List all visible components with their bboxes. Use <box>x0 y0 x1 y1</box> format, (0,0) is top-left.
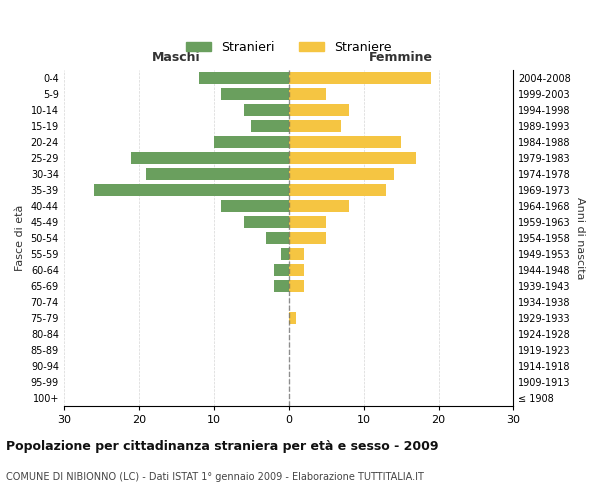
Bar <box>289 152 416 164</box>
Bar <box>289 184 386 196</box>
Bar <box>221 200 289 211</box>
Y-axis label: Anni di nascita: Anni di nascita <box>575 196 585 279</box>
Bar <box>199 72 289 84</box>
Bar <box>289 280 304 291</box>
Bar <box>289 248 304 260</box>
Bar <box>289 168 394 179</box>
Bar <box>289 312 296 324</box>
Bar <box>281 248 289 260</box>
Y-axis label: Fasce di età: Fasce di età <box>15 205 25 271</box>
Text: Femmine: Femmine <box>369 50 433 64</box>
Bar <box>274 264 289 276</box>
Bar <box>131 152 289 164</box>
Bar <box>289 120 341 132</box>
Text: Maschi: Maschi <box>152 50 200 64</box>
Bar <box>289 264 304 276</box>
Bar <box>289 104 349 116</box>
Bar <box>266 232 289 243</box>
Bar <box>289 232 326 243</box>
Bar <box>221 88 289 100</box>
Bar <box>251 120 289 132</box>
Bar <box>214 136 289 147</box>
Bar <box>289 200 349 211</box>
Text: COMUNE DI NIBIONNO (LC) - Dati ISTAT 1° gennaio 2009 - Elaborazione TUTTITALIA.I: COMUNE DI NIBIONNO (LC) - Dati ISTAT 1° … <box>6 472 424 482</box>
Text: Popolazione per cittadinanza straniera per età e sesso - 2009: Popolazione per cittadinanza straniera p… <box>6 440 439 453</box>
Bar <box>244 104 289 116</box>
Bar <box>146 168 289 179</box>
Bar <box>289 136 401 147</box>
Bar <box>289 216 326 228</box>
Bar <box>94 184 289 196</box>
Bar <box>244 216 289 228</box>
Bar <box>274 280 289 291</box>
Bar <box>289 88 326 100</box>
Bar <box>289 72 431 84</box>
Legend: Stranieri, Straniere: Stranieri, Straniere <box>181 36 397 59</box>
